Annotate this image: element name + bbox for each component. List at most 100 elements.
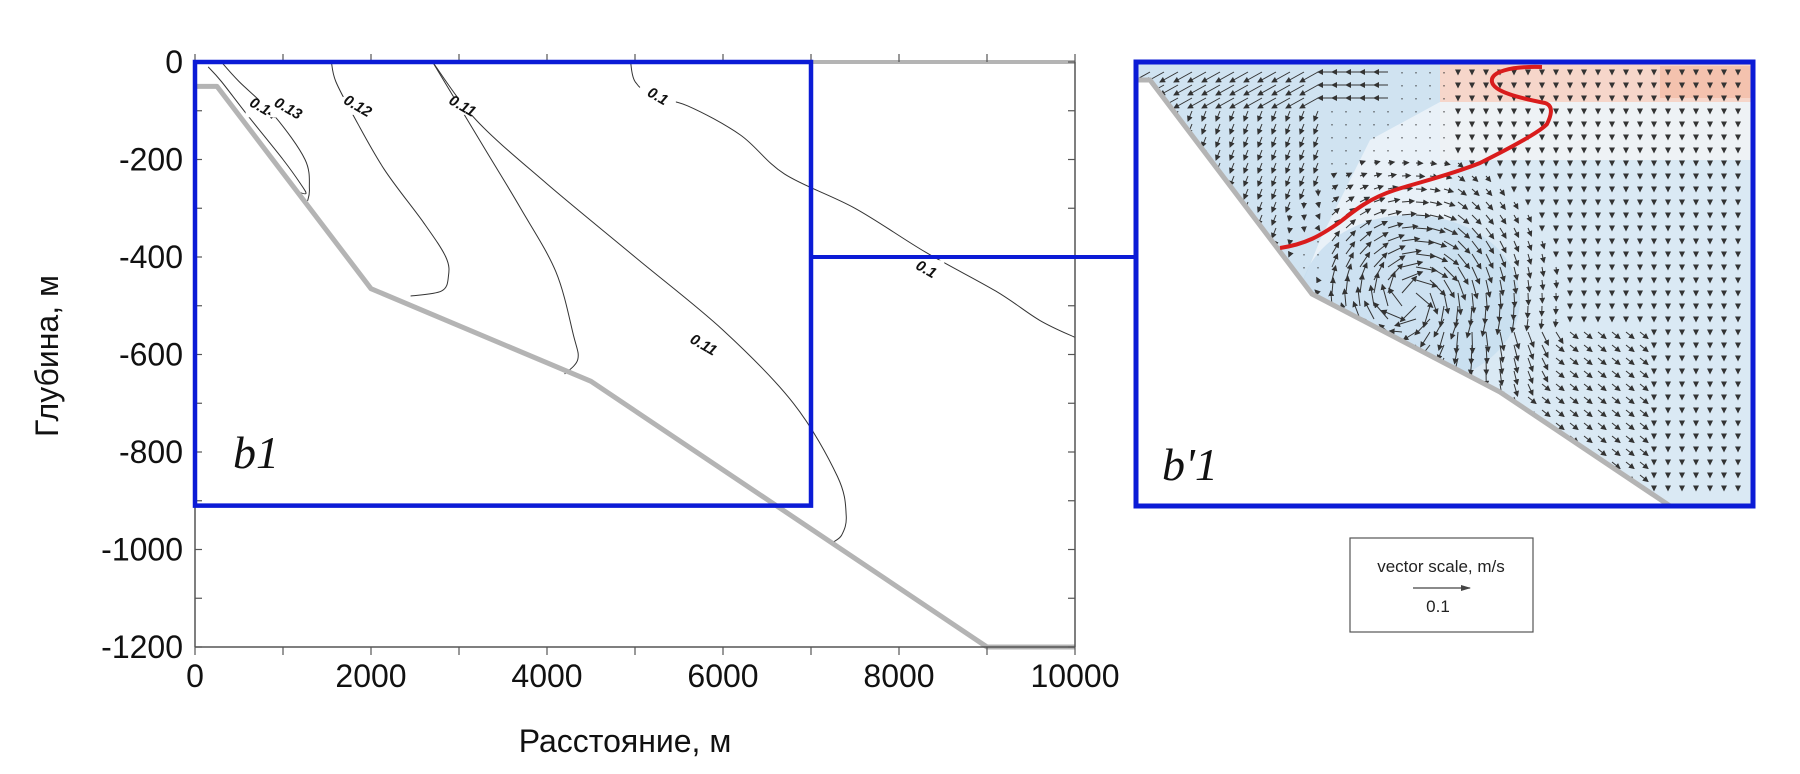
vector-arrow bbox=[1215, 149, 1221, 161]
vector-arrow bbox=[1625, 370, 1635, 379]
vector-arrow bbox=[1285, 201, 1291, 213]
vector-arrow bbox=[1443, 292, 1451, 315]
vector-arrow bbox=[1387, 185, 1399, 191]
vector-arrow bbox=[1457, 279, 1467, 301]
contour-label-bg bbox=[639, 87, 676, 106]
vector-arrow bbox=[1243, 162, 1249, 174]
vector-arrow bbox=[1314, 213, 1321, 220]
vector-arrow bbox=[1415, 239, 1435, 246]
vector-arrow bbox=[1583, 435, 1593, 444]
vector-arrow bbox=[1512, 201, 1519, 210]
vector-arrow bbox=[1498, 279, 1505, 297]
vector-arrow bbox=[1485, 175, 1492, 183]
vector-arrow bbox=[1555, 383, 1565, 392]
vector-arrow bbox=[1583, 331, 1593, 340]
vector-arrow bbox=[1611, 461, 1621, 470]
vector-arrow bbox=[1569, 383, 1579, 392]
vector-arrow bbox=[1229, 97, 1249, 109]
vector-arrow bbox=[1639, 435, 1649, 444]
vector-arrow bbox=[1499, 240, 1507, 254]
vector-arrow bbox=[1625, 409, 1635, 418]
vector-arrow bbox=[1229, 149, 1235, 161]
vector-arrow bbox=[1513, 331, 1521, 350]
vector-arrow bbox=[1471, 240, 1483, 255]
vector-arrow bbox=[1429, 240, 1448, 248]
vector-arrow bbox=[1480, 318, 1487, 337]
vector-arrow bbox=[1359, 160, 1366, 166]
vector-arrow bbox=[1583, 357, 1593, 366]
vector-arrow bbox=[1229, 123, 1235, 135]
vector-arrow bbox=[1345, 219, 1357, 229]
vector-arrow bbox=[1527, 396, 1537, 405]
vector-arrow bbox=[1639, 357, 1649, 366]
vector-arrow bbox=[1527, 357, 1534, 373]
vector-arrow bbox=[1499, 266, 1506, 283]
vector-arrow bbox=[1541, 396, 1551, 405]
vector-arrow bbox=[1527, 344, 1535, 361]
vector-arrow bbox=[1611, 396, 1621, 405]
vector-arrow bbox=[1597, 396, 1607, 405]
vector-arrow bbox=[1597, 422, 1607, 431]
vector-arrow bbox=[1512, 279, 1519, 295]
vector-arrow bbox=[1402, 331, 1417, 341]
vector-arrow bbox=[1215, 110, 1221, 122]
vector-arrow bbox=[1422, 305, 1431, 329]
vector-arrow bbox=[1380, 309, 1403, 320]
vector-arrow bbox=[1401, 236, 1421, 243]
vector-arrow bbox=[1173, 97, 1193, 109]
vector-arrow bbox=[1373, 184, 1385, 191]
contour-line-0.14 bbox=[207, 66, 307, 195]
vector-arrow bbox=[1187, 97, 1207, 109]
vector-arrow bbox=[1316, 276, 1322, 284]
vector-arrow bbox=[1380, 283, 1389, 307]
vector-arrow bbox=[1257, 149, 1263, 161]
vector-arrow bbox=[1470, 292, 1477, 314]
vector-arrow bbox=[1457, 214, 1470, 225]
vector-arrow bbox=[1201, 136, 1207, 148]
vector-arrow bbox=[1457, 227, 1471, 239]
vector-arrow bbox=[1443, 279, 1455, 299]
vector-arrow bbox=[1526, 240, 1533, 252]
panel-label-b1: b1 bbox=[233, 427, 279, 478]
vector-arrow bbox=[1538, 318, 1545, 330]
zoom-box bbox=[192, 59, 814, 508]
vector-arrow bbox=[1373, 232, 1389, 242]
vector-arrow bbox=[1401, 223, 1419, 230]
vector-arrow bbox=[1457, 188, 1467, 196]
vector-arrow bbox=[1331, 253, 1339, 268]
vector-arrow bbox=[1443, 253, 1460, 266]
warm-layer-strong bbox=[1660, 66, 1753, 98]
vector-arrow bbox=[1394, 318, 1417, 327]
vector-arrow bbox=[1285, 110, 1291, 122]
vector-arrow bbox=[1373, 221, 1388, 229]
bottom-profile-line bbox=[195, 83, 1075, 650]
vector-arrow bbox=[1485, 227, 1495, 240]
vector-arrow bbox=[1498, 370, 1505, 387]
vector-arrow bbox=[1243, 149, 1249, 161]
vector-arrow bbox=[1415, 292, 1434, 308]
vector-arrow bbox=[1597, 357, 1607, 366]
vector-arrow bbox=[1526, 227, 1533, 237]
vector-arrow bbox=[1513, 214, 1519, 224]
vector-arrow bbox=[1555, 422, 1565, 431]
contour-line-0.11 bbox=[432, 62, 847, 543]
contour-label-bg bbox=[685, 335, 722, 354]
vector-arrow bbox=[1299, 71, 1319, 83]
vector-arrow bbox=[1415, 225, 1433, 232]
vector-arrow bbox=[1583, 422, 1593, 431]
vector-arrow bbox=[1485, 214, 1495, 225]
vector-arrow bbox=[1583, 344, 1593, 353]
vector-arrow bbox=[1415, 252, 1437, 259]
vector-arrow bbox=[1313, 123, 1319, 135]
vector-arrow bbox=[1611, 383, 1621, 392]
vector-arrow bbox=[1484, 331, 1491, 353]
vector-arrow bbox=[1541, 357, 1549, 371]
vector-arrow bbox=[1359, 196, 1371, 203]
vector-arrow bbox=[1429, 214, 1445, 220]
vector-arrow bbox=[1331, 230, 1340, 242]
vector-arrow bbox=[1569, 422, 1579, 431]
vector-arrow bbox=[1443, 266, 1459, 282]
vector-arrow bbox=[1243, 175, 1249, 187]
vector-arrow bbox=[1539, 266, 1546, 278]
vector-arrow bbox=[1611, 448, 1621, 457]
